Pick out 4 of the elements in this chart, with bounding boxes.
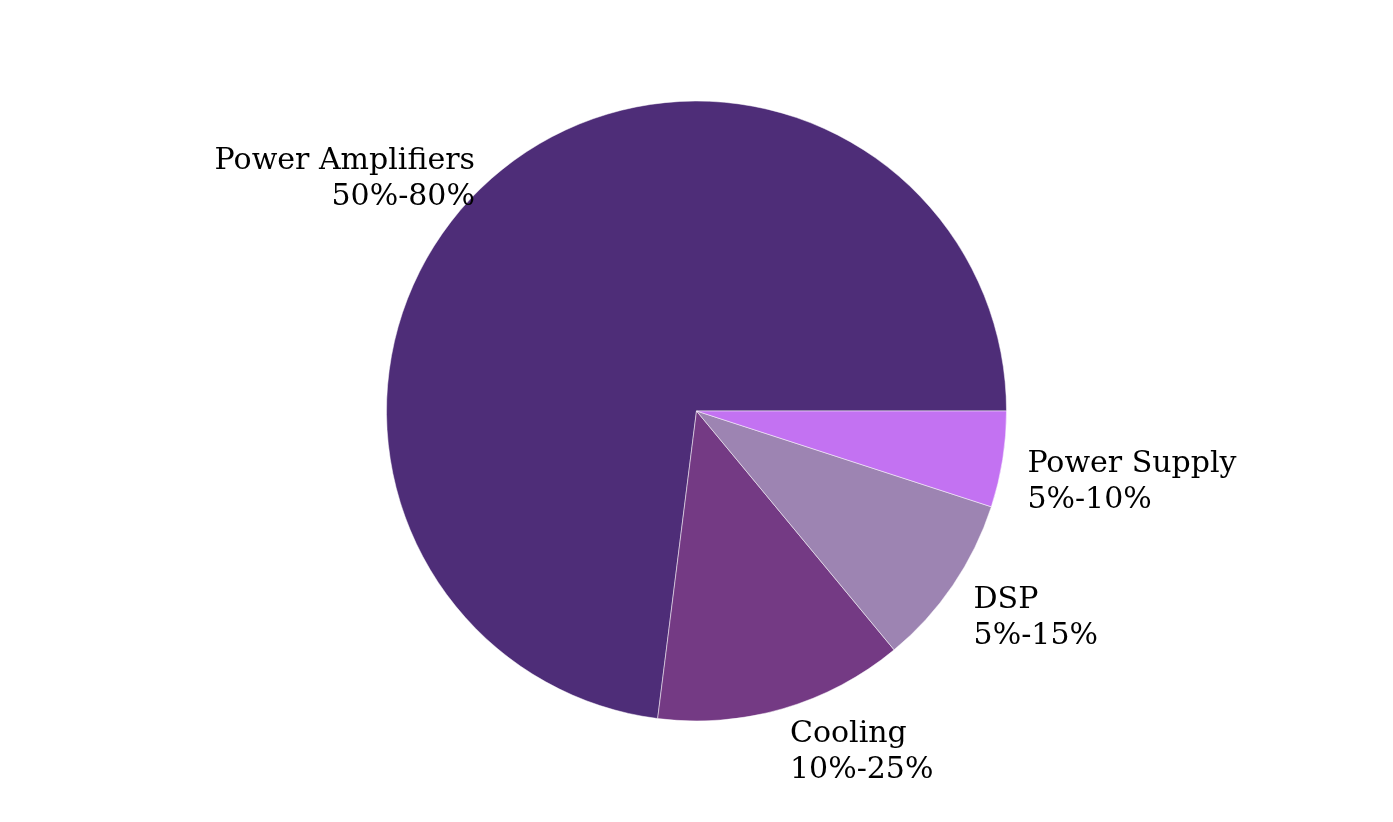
slice-label: Cooling 10%-25% [789,713,934,785]
slice-label: Power Amplifiers 50%-80% [214,140,475,212]
slice-label: Power Supply 5%-10% [1027,444,1237,516]
slice-label: DSP 5%-15% [973,580,1098,652]
